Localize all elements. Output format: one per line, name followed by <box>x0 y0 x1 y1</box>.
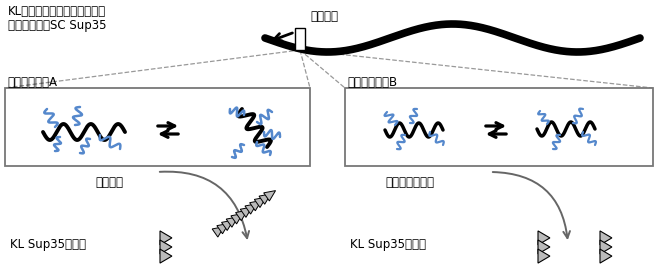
Polygon shape <box>222 220 234 230</box>
Polygon shape <box>226 217 238 227</box>
Polygon shape <box>600 240 612 254</box>
Polygon shape <box>249 200 261 211</box>
Polygon shape <box>245 204 257 214</box>
Polygon shape <box>217 223 229 234</box>
Bar <box>5 88 310 166</box>
Text: 置換パターンA: 置換パターンA <box>7 76 57 89</box>
Text: 置換パターンB: 置換パターンB <box>347 76 397 89</box>
Text: を含む可溶性SC Sup35: を含む可溶性SC Sup35 <box>8 19 106 32</box>
Polygon shape <box>600 231 612 245</box>
Polygon shape <box>538 231 550 245</box>
Text: 凝集反応: 凝集反応 <box>95 176 123 189</box>
Polygon shape <box>212 227 224 237</box>
Polygon shape <box>240 207 252 217</box>
Polygon shape <box>160 249 172 263</box>
Polygon shape <box>259 194 271 204</box>
Polygon shape <box>254 197 266 208</box>
Text: 反応は起きない: 反応は起きない <box>385 176 434 189</box>
Polygon shape <box>600 249 612 263</box>
Polygon shape <box>231 214 243 224</box>
Polygon shape <box>538 249 550 263</box>
Bar <box>345 88 653 166</box>
Text: 置換領域: 置換領域 <box>310 10 338 23</box>
Polygon shape <box>236 210 248 221</box>
Text: KL Sup35凝集体: KL Sup35凝集体 <box>350 238 426 251</box>
Bar <box>295 28 305 50</box>
Text: KL種由来のアミノ酸残基置換: KL種由来のアミノ酸残基置換 <box>8 5 106 18</box>
Polygon shape <box>538 240 550 254</box>
Polygon shape <box>160 231 172 245</box>
Polygon shape <box>160 240 172 254</box>
Polygon shape <box>264 191 276 201</box>
Text: KL Sup35凝集体: KL Sup35凝集体 <box>10 238 86 251</box>
